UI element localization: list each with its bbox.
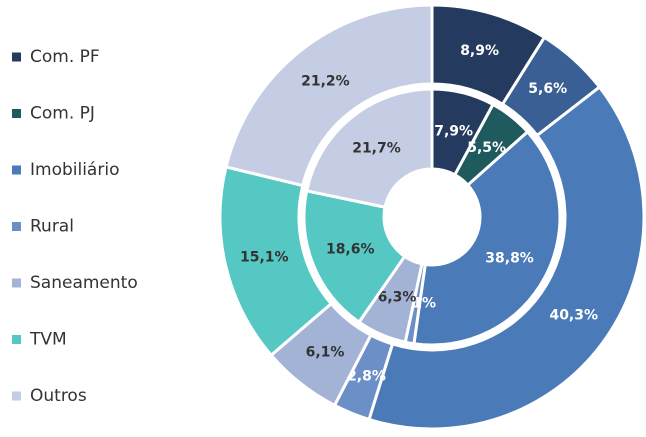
donut-slice bbox=[302, 189, 407, 325]
data-label: 40,3% bbox=[549, 307, 598, 323]
legend-label: Com. PJ bbox=[30, 104, 95, 124]
data-label: 8,9% bbox=[460, 43, 499, 59]
donut-slice bbox=[412, 129, 562, 347]
legend-label: Com. PF bbox=[30, 47, 100, 67]
data-label: 6,1% bbox=[306, 344, 345, 360]
legend-label: TVM bbox=[29, 330, 67, 350]
legend-swatch bbox=[12, 109, 21, 118]
legend-label: Rural bbox=[30, 217, 74, 237]
data-label: 5,5% bbox=[467, 140, 506, 156]
legend-swatch bbox=[12, 391, 21, 401]
data-label: 5,6% bbox=[528, 81, 567, 97]
donut-slice bbox=[304, 87, 434, 209]
data-label: 15,1% bbox=[240, 249, 289, 265]
data-label: 21,7% bbox=[352, 141, 401, 157]
data-label: 18,6% bbox=[326, 242, 375, 258]
legend-swatch bbox=[12, 222, 21, 231]
legend-label: Imobiliário bbox=[30, 160, 119, 180]
legend-label: Outros bbox=[30, 386, 87, 406]
donut-slice bbox=[224, 3, 434, 188]
legend-swatch bbox=[12, 165, 21, 175]
data-label: 38,8% bbox=[485, 251, 534, 267]
legend-label: Saneamento bbox=[30, 273, 138, 293]
legend-swatch bbox=[12, 335, 21, 344]
donut-slice bbox=[367, 84, 646, 431]
data-label: 2,8% bbox=[347, 369, 386, 385]
data-label: 7,9% bbox=[434, 124, 473, 140]
legend-swatch bbox=[12, 278, 21, 288]
legend-swatch bbox=[12, 52, 21, 62]
data-label: 21,2% bbox=[301, 73, 350, 89]
data-label: 6,3% bbox=[378, 290, 417, 306]
